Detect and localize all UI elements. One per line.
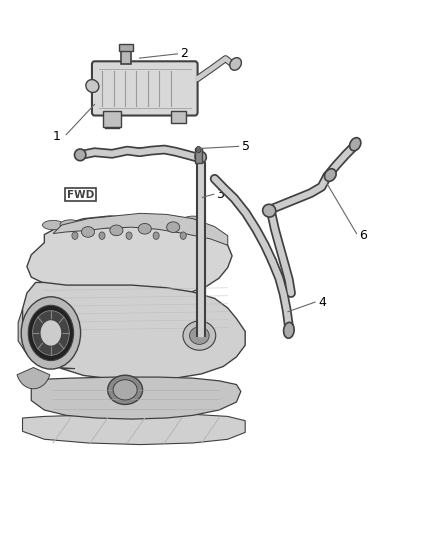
- Ellipse shape: [147, 217, 169, 227]
- Polygon shape: [22, 414, 245, 445]
- Ellipse shape: [350, 138, 361, 151]
- Bar: [195, 148, 202, 163]
- Ellipse shape: [86, 79, 99, 92]
- Ellipse shape: [95, 219, 116, 228]
- Bar: [171, 111, 186, 123]
- Text: 5: 5: [242, 140, 250, 153]
- Polygon shape: [31, 377, 241, 419]
- Circle shape: [196, 147, 201, 153]
- Ellipse shape: [60, 220, 81, 229]
- Polygon shape: [18, 309, 75, 368]
- Circle shape: [126, 232, 132, 239]
- Circle shape: [180, 232, 186, 239]
- Ellipse shape: [263, 204, 276, 217]
- Ellipse shape: [81, 227, 95, 237]
- Text: 3: 3: [216, 188, 224, 201]
- Ellipse shape: [182, 216, 203, 225]
- Ellipse shape: [130, 217, 151, 227]
- Text: FWD: FWD: [67, 190, 94, 200]
- Ellipse shape: [138, 223, 151, 234]
- Ellipse shape: [113, 218, 134, 228]
- Text: 4: 4: [318, 296, 326, 309]
- Ellipse shape: [195, 151, 206, 163]
- Ellipse shape: [165, 216, 186, 226]
- Ellipse shape: [166, 222, 180, 232]
- Ellipse shape: [110, 225, 123, 236]
- Circle shape: [32, 311, 69, 356]
- Bar: [119, 44, 133, 51]
- Ellipse shape: [42, 220, 64, 230]
- Polygon shape: [22, 282, 245, 379]
- Ellipse shape: [230, 58, 241, 70]
- Wedge shape: [17, 368, 50, 389]
- Circle shape: [72, 232, 78, 239]
- Polygon shape: [27, 216, 232, 298]
- Circle shape: [99, 232, 105, 239]
- Circle shape: [40, 320, 62, 346]
- Text: 1: 1: [53, 130, 61, 143]
- Text: 2: 2: [180, 47, 188, 60]
- Bar: [121, 49, 131, 64]
- FancyBboxPatch shape: [92, 61, 198, 116]
- Circle shape: [21, 297, 81, 369]
- Bar: [103, 111, 121, 127]
- Ellipse shape: [283, 322, 294, 338]
- Ellipse shape: [74, 149, 86, 161]
- Ellipse shape: [78, 219, 99, 229]
- Ellipse shape: [190, 327, 209, 344]
- Ellipse shape: [325, 169, 336, 181]
- Circle shape: [153, 232, 159, 239]
- Circle shape: [28, 305, 74, 361]
- Text: 6: 6: [360, 229, 367, 242]
- Ellipse shape: [108, 375, 143, 405]
- Polygon shape: [53, 213, 228, 245]
- Ellipse shape: [113, 379, 137, 400]
- Ellipse shape: [183, 321, 216, 350]
